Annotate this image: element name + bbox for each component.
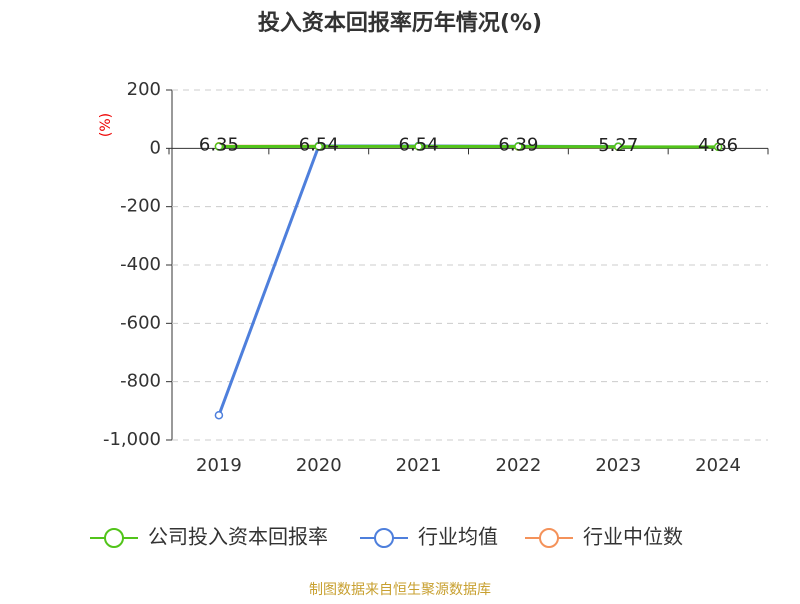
y-tick-label: -1,000 (103, 429, 161, 450)
data-label: 6.54 (299, 134, 339, 155)
data-label: 6.35 (199, 134, 239, 155)
y-tick-label: -600 (120, 312, 161, 333)
legend-label: 公司投入资本回报率 (148, 525, 328, 549)
chart-title: 投入资本回报率历年情况(%) (258, 10, 542, 36)
data-label: 5.27 (598, 135, 638, 156)
source-note: 制图数据来自恒生聚源数据库 (309, 582, 491, 598)
legend-item: 行业中位数 (525, 525, 683, 549)
y-tick-label: 0 (150, 137, 161, 158)
legend-marker (105, 529, 123, 547)
series-line (219, 146, 618, 415)
x-tick-label: 2023 (595, 455, 641, 476)
data-label: 4.86 (698, 135, 738, 156)
y-tick-label: -400 (120, 254, 161, 275)
x-tick-label: 2021 (396, 455, 442, 476)
y-tick-label: -200 (120, 196, 161, 217)
y-tick-label: -800 (120, 371, 161, 392)
legend-item: 行业均值 (360, 525, 498, 549)
x-tick-label: 2024 (695, 455, 741, 476)
y-tick-label: 200 (127, 79, 161, 100)
x-tick-label: 2020 (296, 455, 342, 476)
legend-marker (375, 529, 393, 547)
data-point (215, 412, 222, 419)
data-label: 6.54 (399, 134, 439, 155)
x-tick-label: 2019 (196, 455, 242, 476)
data-label: 6.39 (498, 134, 538, 155)
y-axis-label: (%) (98, 113, 114, 137)
legend-label: 行业中位数 (583, 525, 683, 549)
legend-marker (540, 529, 558, 547)
x-tick-label: 2022 (496, 455, 542, 476)
legend-item: 公司投入资本回报率 (90, 525, 328, 549)
legend-label: 行业均值 (418, 525, 498, 549)
